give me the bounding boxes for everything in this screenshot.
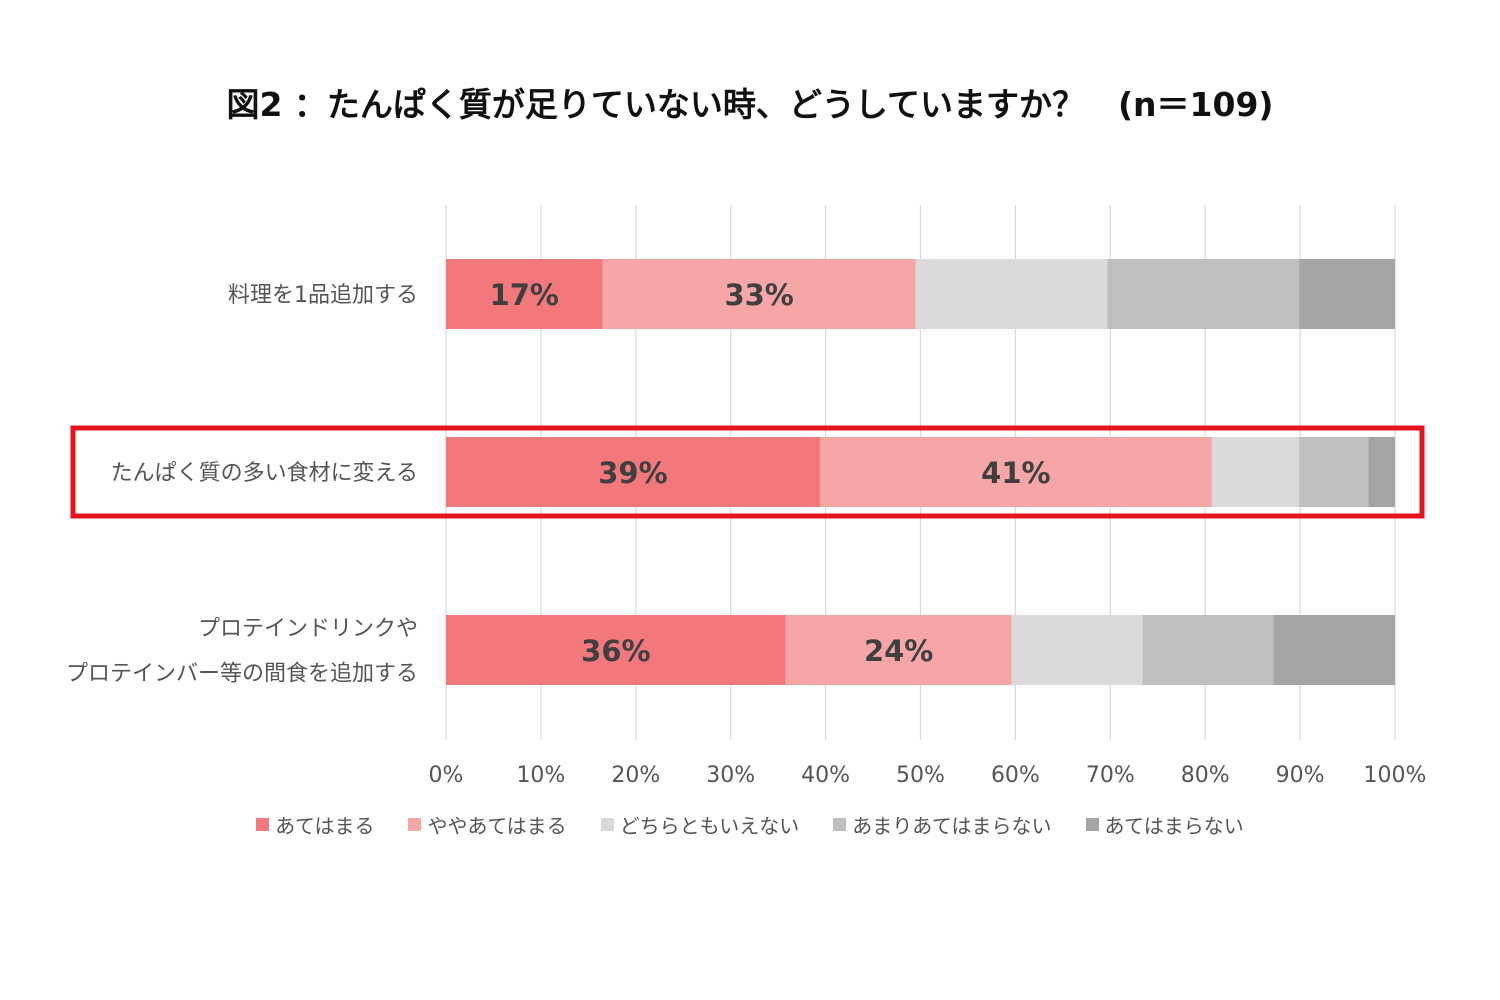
legend-item: あてはまる [256, 810, 374, 839]
bars [446, 259, 1395, 685]
data-label: 39% [598, 456, 667, 490]
category-label: プロテインバー等の間食を追加する [66, 662, 418, 687]
data-label: 41% [981, 456, 1050, 490]
legend-label: あてはまる [275, 814, 375, 838]
legend-label: どちらともいえない [619, 814, 800, 838]
data-label: 36% [581, 634, 650, 668]
legend-item: あてはまらない [1085, 810, 1244, 839]
bar-segment [1107, 259, 1300, 329]
legend-swatch [833, 818, 847, 831]
x-tick-label: 60% [991, 763, 1040, 788]
x-tick-label: 70% [1086, 763, 1135, 788]
legend: あてはまる ややあてはまる どちらともいえない あまりあてはまらない あてはまらない [0, 810, 1500, 839]
bar-segment [1011, 615, 1143, 685]
bar-segment [446, 437, 820, 507]
x-tick-label: 50% [896, 763, 945, 788]
bar-segment [915, 259, 1108, 329]
legend-label: あまりあてはまらない [852, 814, 1052, 838]
x-tick-label: 30% [706, 763, 755, 788]
legend-item: ややあてはまる [408, 810, 567, 839]
category-label: プロテインドリンクや [198, 617, 418, 642]
bar-segment [1211, 437, 1300, 507]
bar-segment [1299, 437, 1369, 507]
legend-item: どちらともいえない [600, 810, 800, 839]
data-label: 33% [724, 278, 793, 312]
bar-segment [1299, 259, 1395, 329]
category-label: 料理を1品追加する [228, 283, 418, 308]
legend-swatch [256, 818, 270, 831]
x-tick-label: 100% [1364, 763, 1427, 788]
bar-segment [446, 615, 786, 685]
x-tick-label: 10% [516, 763, 565, 788]
data-labels: 17% 33% 39% 41% 36% 24% [490, 278, 1051, 668]
category-label: たんぱく質の多い食材に変える [111, 461, 418, 486]
x-tick-label: 90% [1276, 763, 1325, 788]
x-tick-label: 20% [611, 763, 660, 788]
bar-segment [1368, 437, 1395, 507]
legend-swatch [600, 818, 614, 831]
chart-title: 図2 ：たんぱく質が足りていない時、どうしていますか？ (n＝109) [226, 85, 1274, 124]
bar-segment [446, 259, 603, 329]
legend-label: あてはまらない [1104, 814, 1244, 838]
bar-segment [602, 259, 916, 329]
legend-swatch [1085, 818, 1099, 831]
bar-segment [1142, 615, 1274, 685]
x-tick-label: 0% [429, 763, 464, 788]
legend-swatch [408, 818, 422, 831]
bar-segment [819, 437, 1212, 507]
bar-segment [785, 615, 1012, 685]
legend-item: あまりあてはまらない [833, 810, 1052, 839]
legend-label: ややあてはまる [427, 814, 567, 838]
x-axis-ticks: 0% 10% 20% 30% 40% 50% 60% 70% 80% 90% 100% [429, 763, 1427, 788]
x-tick-label: 40% [801, 763, 850, 788]
data-label: 17% [490, 278, 559, 312]
highlight-rectangle [70, 425, 1425, 519]
highlight-box [70, 425, 1425, 519]
x-tick-label: 80% [1181, 763, 1230, 788]
category-labels: 料理を1品追加するたんぱく質の多い食材に変えるプロテインドリンクやプロテインバー… [66, 283, 418, 687]
data-label: 24% [864, 634, 933, 668]
bar-segment [1273, 615, 1395, 685]
